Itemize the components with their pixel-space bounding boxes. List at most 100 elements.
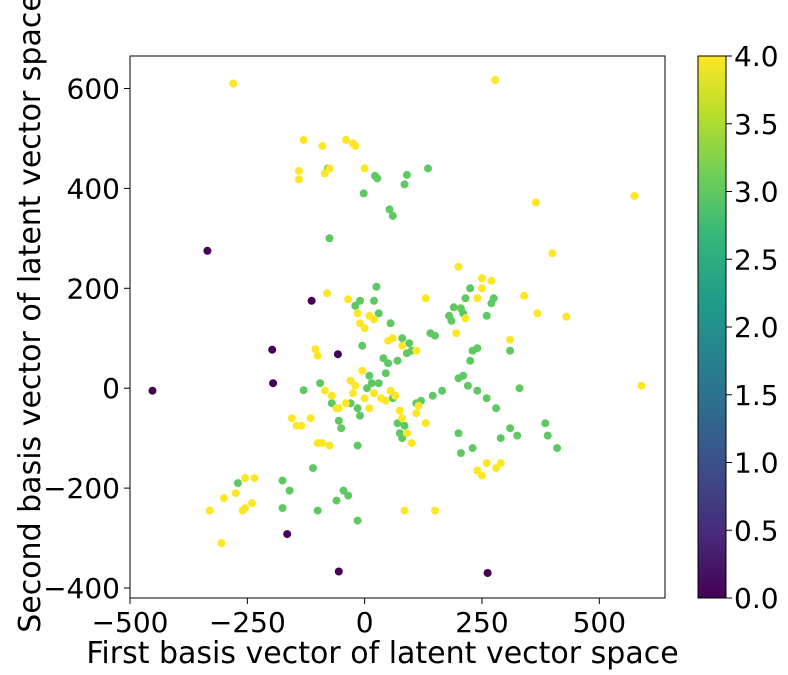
data-point xyxy=(637,381,646,390)
data-point xyxy=(360,164,369,173)
data-point xyxy=(482,394,491,403)
data-point xyxy=(402,170,411,179)
data-point xyxy=(506,424,515,433)
y-tick-label: 0 xyxy=(102,372,120,405)
data-point xyxy=(339,486,348,495)
colorbar-tick-label: 2.5 xyxy=(734,243,779,276)
colorbar: 0.0 0.5 1.0 1.5 2.0 2.5 3.0 3.5 4.0 xyxy=(697,40,779,615)
y-axis: −400 −200 0 200 400 600 xyxy=(43,72,130,605)
data-point xyxy=(323,289,332,298)
data-point xyxy=(541,419,550,428)
data-point xyxy=(268,345,277,354)
data-point xyxy=(307,296,316,305)
data-point xyxy=(461,294,470,303)
y-axis-title: Second basis vector of latent vector spa… xyxy=(13,0,48,633)
data-point xyxy=(496,434,505,443)
data-point xyxy=(334,404,343,413)
data-point xyxy=(294,166,303,175)
data-point xyxy=(473,294,482,303)
data-point xyxy=(299,135,308,144)
colorbar-tick-label: 0.0 xyxy=(734,582,779,615)
data-point xyxy=(278,476,287,485)
data-point xyxy=(351,381,360,390)
data-point xyxy=(393,419,402,428)
data-point xyxy=(478,274,486,283)
colorbar-tick-label: 3.0 xyxy=(734,176,779,209)
data-point xyxy=(360,324,369,333)
data-point xyxy=(285,486,294,495)
data-point xyxy=(346,376,355,385)
y-tick-label: −400 xyxy=(43,572,120,605)
data-point xyxy=(370,315,378,324)
data-point xyxy=(447,316,456,325)
x-tick-label: −500 xyxy=(92,606,169,639)
data-point xyxy=(438,386,447,395)
data-point xyxy=(353,441,362,450)
data-point xyxy=(348,389,357,398)
data-point xyxy=(373,174,382,183)
data-point xyxy=(513,431,522,440)
data-point xyxy=(421,419,430,428)
data-point xyxy=(398,414,407,423)
data-point xyxy=(309,464,317,473)
data-point xyxy=(478,284,486,293)
x-axis: −500 −250 0 250 500 xyxy=(92,598,626,639)
data-point xyxy=(238,506,247,515)
data-point xyxy=(351,301,360,310)
data-point xyxy=(431,331,439,340)
data-point xyxy=(384,359,393,368)
data-point xyxy=(327,399,336,408)
data-point xyxy=(217,539,226,548)
data-point xyxy=(351,141,360,150)
data-point xyxy=(506,346,515,355)
data-point xyxy=(313,506,322,515)
data-point xyxy=(320,386,329,395)
data-point xyxy=(381,396,390,405)
data-point xyxy=(461,314,470,323)
data-point xyxy=(543,431,552,440)
data-point xyxy=(299,386,308,395)
data-point xyxy=(337,424,346,433)
data-point xyxy=(374,379,383,388)
data-point xyxy=(353,309,362,318)
data-point xyxy=(398,341,407,350)
data-point xyxy=(412,346,421,355)
colorbar-tick-label: 1.0 xyxy=(734,447,779,480)
data-point xyxy=(367,379,376,388)
data-point xyxy=(370,296,378,305)
data-point xyxy=(360,394,369,403)
data-point xyxy=(229,79,238,88)
data-point xyxy=(431,506,439,515)
colorbar-tick-label: 3.5 xyxy=(734,108,779,141)
colorbar-gradient xyxy=(697,55,727,599)
colorbar-tick-label: 4.0 xyxy=(734,40,779,73)
data-point xyxy=(269,379,278,388)
data-point xyxy=(456,449,465,458)
data-point xyxy=(341,135,350,144)
data-point xyxy=(395,406,404,415)
y-tick-label: 200 xyxy=(67,272,120,305)
data-point xyxy=(374,309,383,318)
data-point xyxy=(491,76,500,84)
y-tick-label: 600 xyxy=(67,72,120,105)
data-point xyxy=(553,444,562,453)
data-point xyxy=(250,474,259,483)
data-point xyxy=(365,371,374,380)
data-point xyxy=(381,369,390,378)
data-point xyxy=(548,249,557,258)
data-point xyxy=(388,334,397,343)
data-point xyxy=(356,296,364,305)
data-point xyxy=(316,379,325,388)
colorbar-ticks: 0.0 0.5 1.0 1.5 2.0 2.5 3.0 3.5 4.0 xyxy=(726,40,779,615)
data-point xyxy=(287,414,296,423)
x-axis-title: First basis vector of latent vector spac… xyxy=(86,636,678,671)
data-point xyxy=(294,175,303,184)
data-point xyxy=(313,439,322,448)
data-point xyxy=(492,404,501,413)
data-point xyxy=(356,411,364,420)
data-point xyxy=(473,466,482,475)
data-point xyxy=(283,530,292,539)
data-point xyxy=(531,198,540,207)
data-point xyxy=(506,335,515,344)
data-point xyxy=(358,366,367,375)
